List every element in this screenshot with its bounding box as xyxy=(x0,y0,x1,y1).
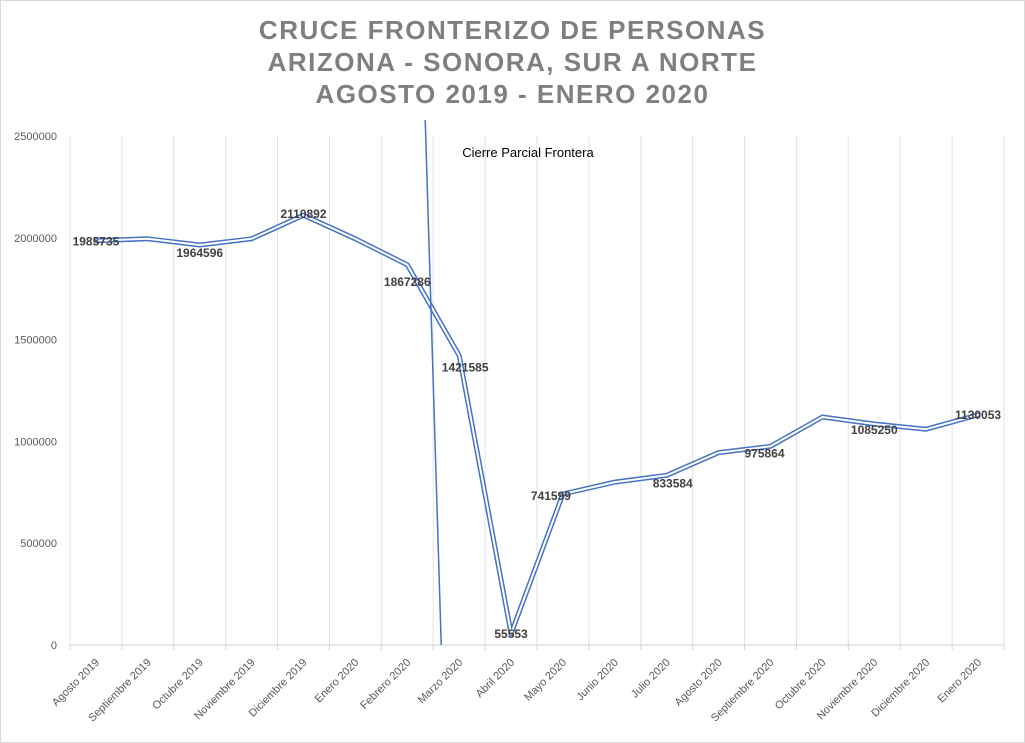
data-labels: 1985735 1964596 2110892 1867286 1421585 55553… xyxy=(73,207,1002,641)
border-closure-line xyxy=(424,119,442,646)
data-label: 1421585 xyxy=(442,361,489,375)
y-tick-label: 2500000 xyxy=(14,131,57,143)
data-label: 1867286 xyxy=(384,275,431,289)
data-label: 1964596 xyxy=(176,246,223,260)
data-label: 1985735 xyxy=(73,235,120,249)
x-tick-label: Julio 2020 xyxy=(629,657,673,701)
data-label: 2110892 xyxy=(280,207,326,221)
chart-title-line-1: CRUCE FRONTERIZO DE PERSONAS xyxy=(258,15,767,45)
y-tick-label: 500000 xyxy=(20,538,57,550)
border-closure-annotation: Cierre Parcial Frontera xyxy=(462,145,594,160)
x-tick-label: Junio 2020 xyxy=(574,657,621,704)
x-tick-label: Octubre 2020 xyxy=(773,657,829,713)
y-tick-label: 0 xyxy=(51,640,57,652)
x-tick-label: Mayo 2020 xyxy=(522,657,569,704)
x-tick-label: Febrero 2020 xyxy=(358,657,413,712)
chart-title: CRUCE FRONTERIZO DE PERSONAS ARIZONA - S… xyxy=(0,14,1025,110)
x-tick-label: Agosto 2019 xyxy=(50,657,102,709)
annotation-layer: Cierre Parcial Frontera xyxy=(424,119,594,646)
chart-title-line-3: AGOSTO 2019 - ENERO 2020 xyxy=(315,79,710,109)
data-label: 741599 xyxy=(531,489,571,503)
data-label: 975864 xyxy=(744,446,784,460)
x-tick-label: Enero 2020 xyxy=(935,657,984,706)
x-tick-label: Octubre 2019 xyxy=(150,657,206,713)
series-line xyxy=(94,214,980,635)
data-label: 1085250 xyxy=(851,423,898,437)
y-tick-label: 2000000 xyxy=(14,233,57,245)
data-label: 833584 xyxy=(653,476,693,490)
data-label: 55553 xyxy=(494,627,528,641)
y-axis-ticks: 0 500000 1000000 1500000 2000000 2500000 xyxy=(14,131,57,652)
y-tick-label: 1000000 xyxy=(14,436,57,448)
x-tick-label: Enero 2020 xyxy=(313,657,362,706)
x-tick-label: Abril 2020 xyxy=(474,657,518,701)
y-tick-label: 1500000 xyxy=(14,335,57,347)
x-tick-label: Marzo 2020 xyxy=(416,657,466,707)
series-layer xyxy=(93,212,981,637)
grid-layer xyxy=(69,136,1005,650)
data-label: 1130053 xyxy=(955,408,1001,422)
chart-title-line-2: ARIZONA - SONORA, SUR A NORTE xyxy=(267,47,758,77)
x-tick-label: Agosto 2020 xyxy=(673,657,725,709)
